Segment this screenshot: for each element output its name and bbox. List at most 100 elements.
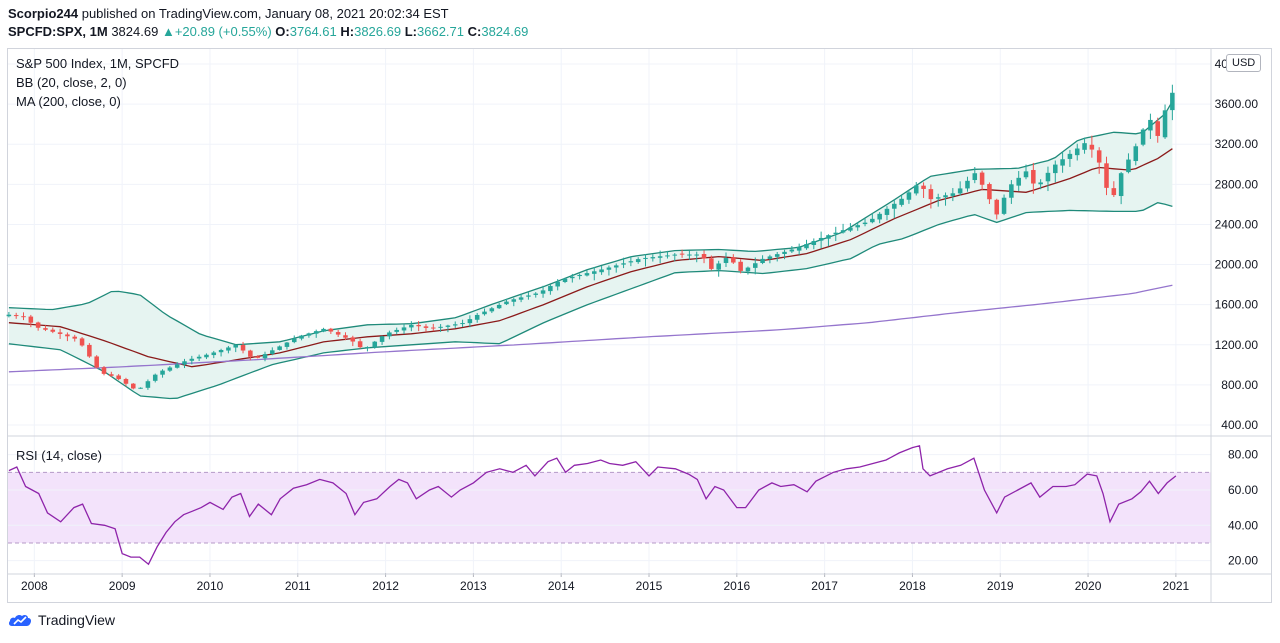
candle-up: [138, 387, 143, 389]
candle-up: [606, 267, 612, 270]
candle-up: [182, 361, 187, 365]
candle-up: [1140, 129, 1146, 145]
candle-down: [21, 316, 26, 318]
candle-up: [716, 263, 721, 270]
rsi-band: [8, 472, 1211, 543]
publisher-line: Scorpio244 published on TradingView.com,…: [8, 6, 449, 21]
x-tick-label: 2014: [548, 579, 575, 593]
tradingview-cloud-icon: [8, 614, 32, 626]
legend-title[interactable]: S&P 500 Index, 1M, SPCFD: [16, 56, 180, 71]
candle-up: [643, 257, 648, 259]
candle-down: [994, 199, 1000, 215]
candle-up: [1126, 159, 1131, 173]
candle-up: [460, 323, 465, 325]
candle-down: [65, 334, 70, 337]
candle-down: [343, 335, 348, 338]
candle-down: [94, 356, 99, 368]
legend-ma[interactable]: MA (200, close, 0): [16, 94, 121, 109]
x-tick-label: 2008: [21, 579, 48, 593]
candle-up: [694, 254, 699, 256]
candle-up: [226, 347, 231, 351]
x-tick-label: 2021: [1163, 579, 1190, 593]
candle-up: [401, 327, 407, 331]
tradingview-logo[interactable]: TradingView: [8, 612, 115, 628]
candle-up: [1118, 173, 1124, 197]
price-axis-label: 400.00: [1221, 418, 1258, 432]
candle-up: [1016, 177, 1021, 186]
candle-up: [957, 188, 963, 194]
price-axis-label: 1200.00: [1215, 338, 1259, 352]
bollinger-upper-line: [8, 100, 1173, 346]
up-arrow-icon: ▲: [161, 24, 175, 39]
candle-up: [782, 251, 787, 254]
candle-down: [123, 379, 129, 384]
chart-frame[interactable]: [7, 48, 1272, 603]
candle-up: [372, 341, 378, 348]
candle-down: [416, 324, 421, 327]
rsi-line: [8, 444, 1177, 566]
candle-up: [379, 336, 385, 342]
currency-badge[interactable]: USD: [1226, 54, 1262, 72]
low-label: L:: [404, 24, 417, 39]
candle-up: [570, 276, 575, 279]
candle-down: [928, 189, 934, 200]
rsi-axis-label: 80.00: [1228, 448, 1258, 462]
close-label: C:: [467, 24, 482, 39]
candle-down: [921, 185, 926, 189]
candle-up: [409, 324, 414, 328]
legend-bollinger[interactable]: BB (20, close, 2, 0): [16, 75, 127, 90]
low-value: 3662.71: [417, 24, 464, 39]
candle-up: [518, 297, 524, 300]
candle-up: [665, 255, 670, 257]
candle-up: [840, 230, 846, 233]
candle-up: [826, 235, 831, 239]
candle-up: [1001, 197, 1007, 214]
candle-up: [1023, 171, 1029, 178]
candle-up: [555, 281, 560, 287]
price-change: +20.89 (+0.55%): [174, 24, 272, 39]
symbol-quote-line: SPCFD:SPX, 1M 3824.69 ▲+20.89 (+0.55%) O…: [8, 24, 528, 39]
candle-up: [1148, 119, 1153, 131]
candle-up: [160, 370, 165, 375]
rsi-axis-label: 60.00: [1228, 483, 1258, 497]
candle-down: [87, 344, 92, 357]
candle-up: [1162, 110, 1168, 138]
candle-up: [496, 304, 502, 309]
candle-up: [321, 328, 326, 332]
candle-up: [394, 329, 399, 332]
candle-up: [796, 247, 802, 251]
candle-up: [1133, 146, 1139, 162]
candle-up: [445, 325, 451, 327]
open-label: O:: [275, 24, 290, 39]
candle-up: [628, 261, 634, 263]
candle-down: [431, 327, 436, 329]
candle-up: [533, 293, 539, 295]
candle-up: [650, 257, 656, 259]
open-value: 3764.61: [289, 24, 337, 39]
candle-up: [189, 358, 195, 361]
candle-up: [818, 237, 824, 241]
symbol-label: SPCFD:SPX, 1M: [8, 24, 108, 39]
candle-up: [1067, 153, 1073, 159]
candle-up: [540, 290, 546, 294]
x-tick-label: 2020: [1075, 579, 1102, 593]
candle-up: [935, 197, 941, 199]
candle-up: [313, 331, 319, 334]
price-axis-label: 2800.00: [1215, 177, 1259, 191]
candle-down: [72, 336, 78, 339]
price-axis-label: 1600.00: [1215, 298, 1259, 312]
candle-up: [884, 208, 890, 215]
x-tick-label: 2009: [109, 579, 136, 593]
x-tick-label: 2016: [723, 579, 750, 593]
x-tick-label: 2010: [197, 579, 224, 593]
candle-down: [57, 332, 63, 334]
publisher-username[interactable]: Scorpio244: [8, 6, 79, 21]
candle-up: [848, 227, 853, 231]
legend-rsi[interactable]: RSI (14, close): [16, 448, 102, 463]
x-tick-label: 2012: [372, 579, 399, 593]
candle-up: [657, 256, 663, 258]
x-tick-label: 2013: [460, 579, 487, 593]
candle-down: [701, 254, 707, 259]
candle-up: [262, 354, 268, 359]
